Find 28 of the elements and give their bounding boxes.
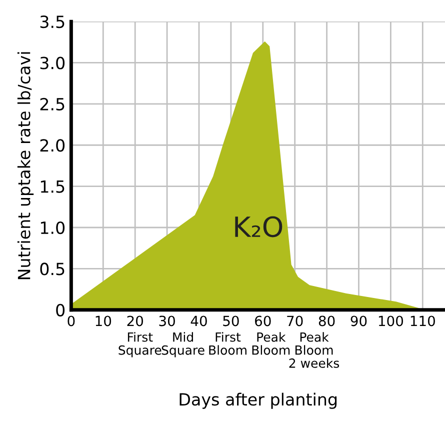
x-tick-label: 110 [410, 316, 435, 326]
y-tick-label: 3.5 [40, 16, 64, 28]
y-tick-label: 3.0 [40, 56, 65, 70]
x-tick-label: 50 [223, 316, 239, 326]
annotation: First Bloom [209, 332, 246, 355]
x-tick-label: 60 [255, 316, 271, 326]
x-tick-label: 80 [318, 316, 335, 326]
x-tick-label: 70 [287, 316, 303, 326]
x-tick-label: 10 [96, 316, 112, 326]
y-tick-label: 0.5 [40, 262, 64, 276]
annotation: Peak Bloom [252, 332, 290, 355]
x-tick-label: 0 [68, 316, 75, 326]
annotation: Mid Square [162, 332, 204, 358]
x-tick-label: 100 [378, 316, 404, 326]
x-tick-label: 20 [127, 316, 144, 326]
annotation: K₂O [235, 216, 282, 238]
annotation: First Square [118, 332, 162, 358]
x-tick-label: 40 [190, 316, 207, 326]
x-tick-label: 90 [350, 316, 367, 326]
annotation: Peak Bloom 2 weeks [289, 332, 340, 368]
y-tick-label: 0 [56, 304, 65, 316]
y-axis-title: Nutrient uptake rate lb/cavi [17, 52, 34, 280]
x-tick-label: 30 [159, 316, 175, 326]
y-tick-label: 1.0 [40, 221, 65, 234]
y-tick-label: 2.0 [40, 139, 65, 152]
x-axis-title: Days after planting [180, 392, 337, 409]
y-tick-label: 2.5 [40, 98, 64, 110]
y-tick-label: 1.5 [40, 180, 64, 193]
